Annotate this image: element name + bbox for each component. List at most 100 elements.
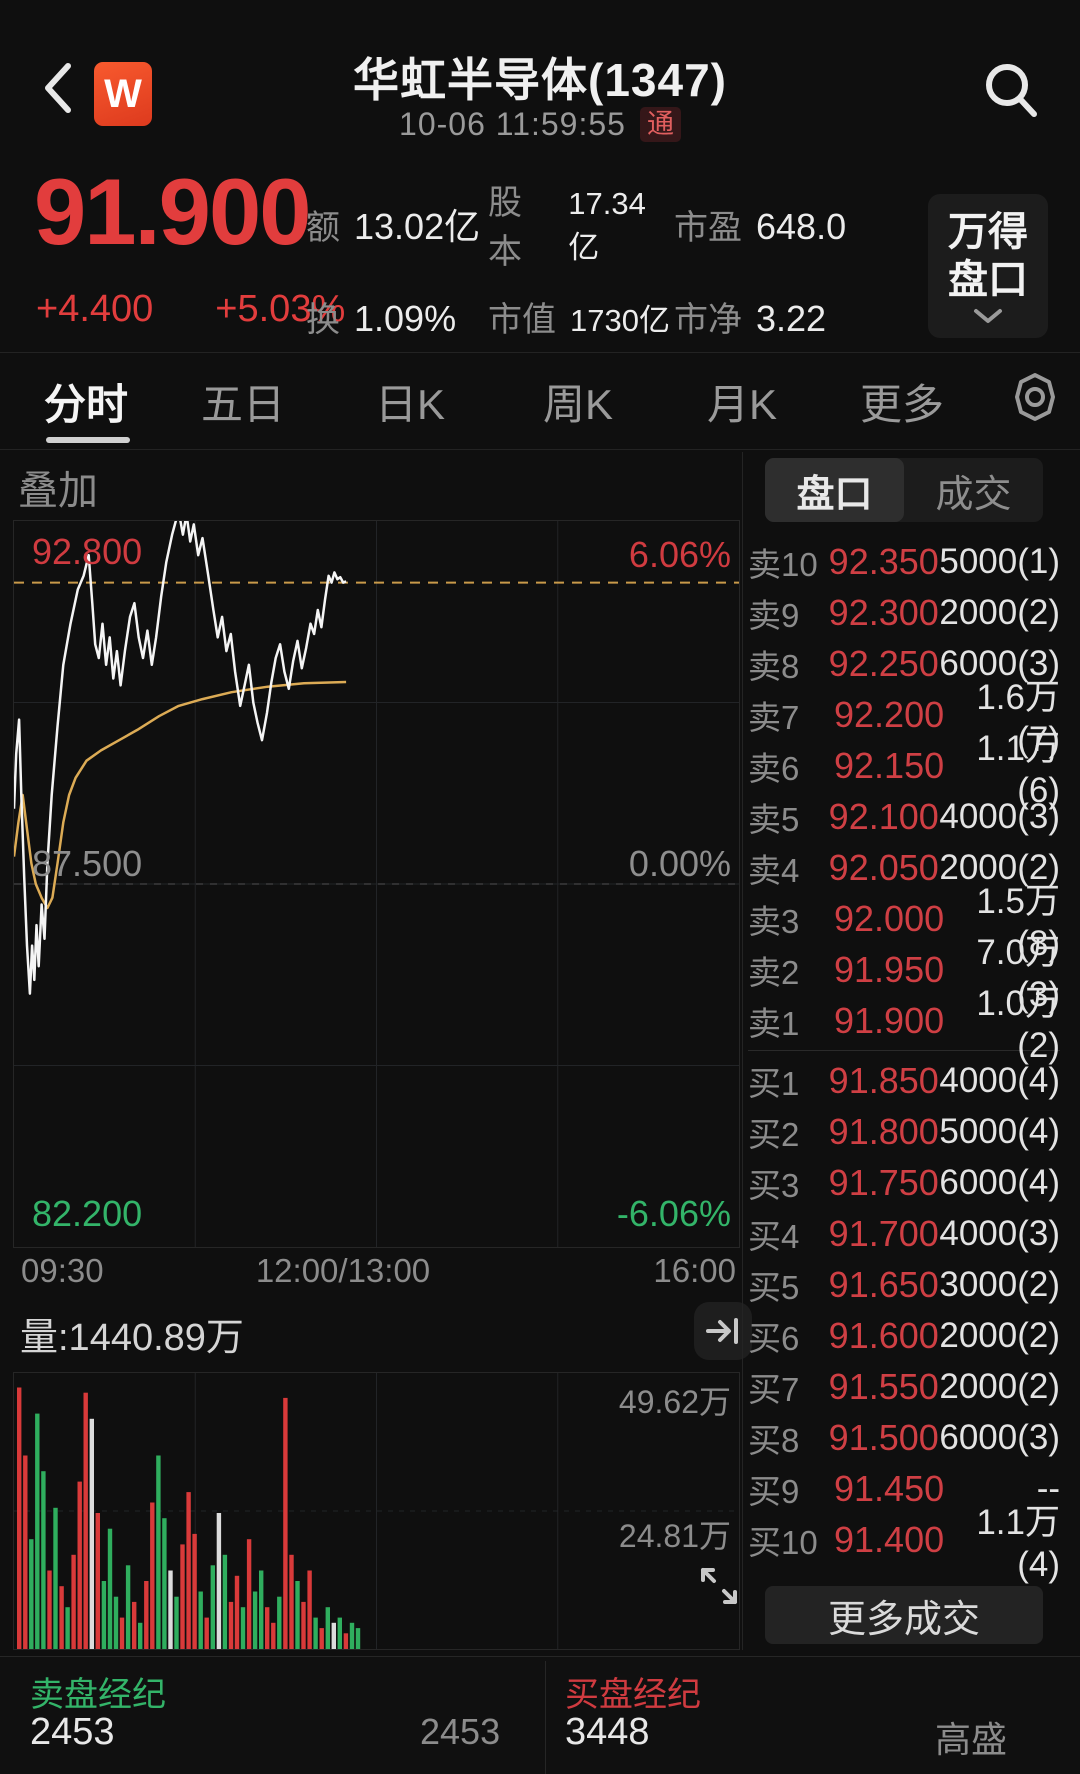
- expand-icon: [701, 1568, 737, 1604]
- order-book-row[interactable]: 买6 91.600 2000(2): [748, 1310, 1060, 1361]
- jump-to-latest-button[interactable]: [694, 1302, 752, 1360]
- buy-broker-label: 买盘经纪: [565, 1676, 701, 1714]
- chart-high-price-label: 92.800: [32, 531, 143, 572]
- order-level-qty: --: [1036, 1468, 1060, 1508]
- time-tick-noon: 12:00/13:00: [255, 1252, 431, 1289]
- order-level-label: 买6: [748, 1319, 800, 1357]
- order-book-row[interactable]: 买2 91.800 5000(4): [748, 1106, 1060, 1157]
- order-level-price: 91.450: [834, 1467, 945, 1509]
- sell-broker-label: 卖盘经纪: [30, 1676, 166, 1714]
- volume-chart[interactable]: 49.62万 24.81万: [13, 1372, 740, 1650]
- order-level-label: 买4: [748, 1217, 800, 1255]
- order-book-row[interactable]: 买3 91.750 6000(4): [748, 1157, 1060, 1208]
- order-book-row[interactable]: 卖5 92.100 4000(3): [748, 791, 1060, 842]
- order-level-qty: 4000(4): [939, 1060, 1060, 1100]
- header: W 华虹半导体(1347) 10-06 11:59:55 通: [0, 0, 1080, 162]
- gear-icon: [1015, 373, 1055, 421]
- order-level-label: 买3: [748, 1166, 800, 1204]
- stock-connect-badge: 通: [639, 107, 681, 142]
- wind-orderbook-button[interactable]: 万得 盘口: [928, 194, 1048, 338]
- tab-order-depth[interactable]: 盘口: [765, 458, 904, 522]
- orderbook-tab-switcher: 盘口 成交: [765, 458, 1043, 522]
- wind-button-line2: 盘口: [948, 258, 1028, 302]
- order-level-price: 91.950: [834, 948, 945, 990]
- order-level-price: 92.350: [828, 540, 939, 582]
- order-level-price: 91.750: [828, 1161, 939, 1203]
- order-book-row[interactable]: 卖9 92.300 2000(2): [748, 587, 1060, 638]
- chevron-left-icon: [45, 63, 71, 113]
- tab-monthly-k[interactable]: 月K: [706, 381, 778, 428]
- search-button[interactable]: [980, 58, 1042, 122]
- order-level-qty: 7.0万(3): [976, 933, 1060, 1014]
- chevron-down-icon: [974, 309, 1002, 323]
- order-book-row[interactable]: 买10 91.400 1.1万(4): [748, 1503, 1060, 1584]
- order-level-price: 91.800: [828, 1110, 939, 1152]
- last-price: 91.900: [34, 159, 312, 264]
- page-title: 华虹半导体(1347): [353, 54, 727, 106]
- order-level-price: 91.600: [828, 1314, 939, 1356]
- wind-app-logo[interactable]: W: [94, 62, 152, 126]
- order-level-price: 91.850: [828, 1059, 939, 1101]
- chart-settings-button[interactable]: [1010, 369, 1060, 425]
- buy-broker-name[interactable]: 高盛: [935, 1719, 1008, 1760]
- order-level-qty: 1.0万(2): [976, 984, 1060, 1065]
- tab-weekly-k[interactable]: 周K: [542, 381, 614, 428]
- ask-bid-divider: [748, 1050, 1060, 1051]
- order-book-row[interactable]: 买1 91.850 4000(4): [748, 1055, 1060, 1106]
- order-level-label: 卖9: [748, 596, 800, 634]
- volume-scale-mid: 24.81万: [618, 1518, 731, 1554]
- order-level-label: 买8: [748, 1421, 800, 1459]
- fullscreen-expand-button[interactable]: [696, 1563, 742, 1609]
- more-trades-button[interactable]: 更多成交: [765, 1586, 1043, 1644]
- order-book-row[interactable]: 买9 91.450 --: [748, 1463, 1060, 1514]
- overlay-control[interactable]: 叠加: [18, 469, 98, 513]
- tab-more[interactable]: 更多: [859, 381, 945, 428]
- order-level-price: 91.650: [828, 1263, 939, 1305]
- order-book-row[interactable]: 卖4 92.050 2000(2): [748, 842, 1060, 893]
- sell-broker-id[interactable]: 2453: [30, 1711, 115, 1753]
- stat-label: 市盈: [674, 208, 742, 247]
- order-level-qty: 5000(4): [939, 1111, 1060, 1151]
- order-book-row[interactable]: 买8 91.500 6000(3): [748, 1412, 1060, 1463]
- order-book-row[interactable]: 买7 91.550 2000(2): [748, 1361, 1060, 1412]
- period-tab-bar: 分时 五日 日K 周K 月K 更多: [0, 352, 1080, 450]
- order-book-row[interactable]: 卖10 92.350 5000(1): [748, 536, 1060, 587]
- order-level-label: 卖1: [748, 1004, 800, 1042]
- search-icon: [986, 64, 1037, 117]
- stat-label: 股本: [488, 184, 522, 271]
- order-level-label: 卖6: [748, 749, 800, 787]
- buy-broker-id[interactable]: 3448: [565, 1711, 650, 1753]
- tab-5day[interactable]: 五日: [200, 381, 286, 428]
- order-book-row[interactable]: 卖2 91.950 7.0万(3): [748, 933, 1060, 1014]
- stat-label: 换: [306, 300, 340, 339]
- order-book-row[interactable]: 卖3 92.000 1.5万(8): [748, 882, 1060, 963]
- chart-prevclose-pct-label: 0.00%: [628, 843, 731, 884]
- chart-low-pct-label: -6.06%: [616, 1193, 731, 1234]
- tab-daily-k[interactable]: 日K: [374, 381, 446, 428]
- stat-value: 1730亿: [570, 302, 670, 338]
- chart-low-price-label: 82.200: [32, 1193, 143, 1234]
- order-level-price: 92.150: [834, 744, 945, 786]
- order-book-row[interactable]: 买5 91.650 3000(2): [748, 1259, 1060, 1310]
- sell-broker-id2[interactable]: 2453: [420, 1711, 501, 1752]
- order-book-row[interactable]: 买4 91.700 4000(3): [748, 1208, 1060, 1259]
- order-book-row[interactable]: 卖7 92.200 1.6万(7): [748, 678, 1060, 759]
- order-book-row[interactable]: 卖8 92.250 6000(3): [748, 638, 1060, 689]
- order-book-row[interactable]: 卖6 92.150 1.1万(6): [748, 729, 1060, 810]
- tab-trades[interactable]: 成交: [935, 473, 1012, 516]
- order-level-price: 92.000: [834, 897, 945, 939]
- order-level-qty: 3000(2): [939, 1264, 1060, 1304]
- back-button[interactable]: [36, 58, 80, 118]
- order-level-qty: 2000(2): [939, 847, 1060, 887]
- order-level-qty: 1.6万(7): [976, 678, 1060, 759]
- minute-chart[interactable]: 92.800 6.06% 87.500 0.00% 82.200 -6.06%: [13, 520, 740, 1248]
- time-tick-open: 09:30: [21, 1252, 104, 1289]
- order-level-qty: 1.1万(4): [976, 1503, 1060, 1584]
- stat-value: 648.0: [756, 205, 847, 247]
- order-book: 卖10 92.350 5000(1) 卖9 92.300 2000(2) 卖8 92.250 6…: [748, 536, 1060, 1584]
- order-book-row[interactable]: 卖1 91.900 1.0万(2): [748, 984, 1060, 1065]
- stat-label: 额: [306, 209, 340, 247]
- order-level-label: 买2: [748, 1115, 800, 1153]
- tab-minute[interactable]: 分时: [43, 381, 129, 428]
